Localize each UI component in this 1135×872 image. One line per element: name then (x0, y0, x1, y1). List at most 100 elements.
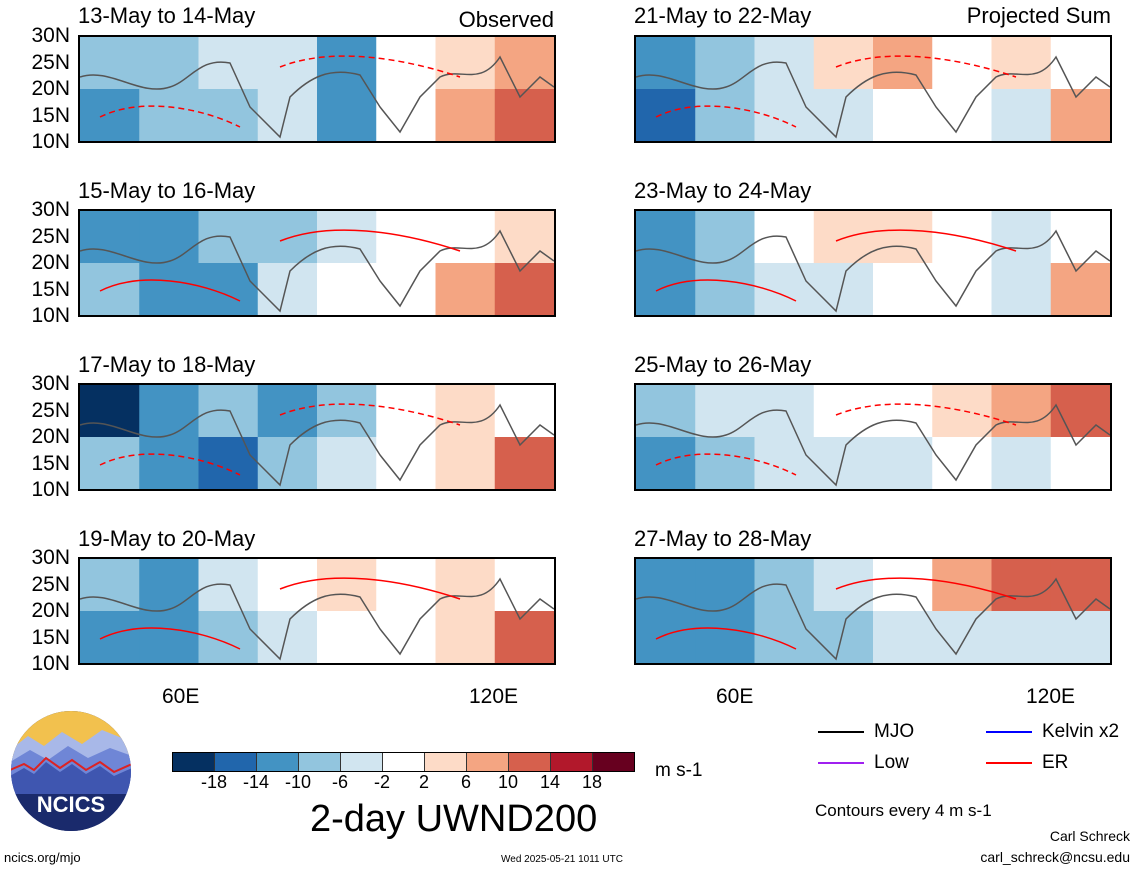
shading-cell (873, 211, 934, 264)
shading-cell (932, 559, 993, 612)
shading-cell (494, 263, 554, 315)
shading-cell (932, 611, 993, 663)
shading-cell (873, 385, 934, 438)
er-contour (655, 403, 1017, 476)
shading-cell (991, 559, 1052, 612)
er-contour (99, 403, 461, 476)
shading-cell (494, 385, 554, 438)
shading-cell (991, 385, 1052, 438)
shading-cell (139, 385, 200, 438)
lat-label: 15N (31, 451, 70, 475)
uwnd-field (80, 211, 554, 315)
shading-cell (873, 559, 934, 612)
colorbar-tick-label: 18 (581, 772, 603, 792)
shading-cell (80, 211, 141, 264)
observed-header: Observed (458, 7, 554, 32)
map-panel-projected-4 (634, 557, 1112, 665)
map-panel-observed-3 (78, 383, 556, 491)
shading-cell (813, 437, 874, 489)
shading-cell (494, 611, 554, 663)
lat-label: 15N (31, 625, 70, 649)
shading-cell (376, 611, 437, 663)
shading-cell (317, 89, 378, 141)
shading-cell (813, 263, 874, 315)
shading-cell (139, 437, 200, 489)
lat-label: 25N (31, 572, 70, 596)
shading-cell (1050, 211, 1110, 264)
lat-label: 30N (31, 24, 70, 47)
lat-label: 20N (31, 599, 70, 622)
shading-cell (257, 37, 318, 90)
shading-cell (317, 385, 378, 438)
colorbar-swatch (341, 753, 383, 771)
legend-item-low: Low (818, 753, 909, 772)
shading-cell (317, 437, 378, 489)
shading-cell (695, 263, 756, 315)
shading-cell (695, 611, 756, 663)
shading-cell (813, 611, 874, 663)
panel-title: 17-May to 18-May (78, 352, 256, 377)
shading-cell (139, 89, 200, 141)
shading-cell (873, 437, 934, 489)
shading-cell (80, 89, 141, 141)
uwnd-field (80, 37, 554, 141)
shading-cell (376, 437, 437, 489)
shading-cell (991, 37, 1052, 90)
map-panel-observed-2 (78, 209, 556, 317)
shading-cell (1050, 37, 1110, 90)
lat-label: 15N (31, 103, 70, 127)
lat-label: 25N (31, 50, 70, 74)
shading-cell (80, 559, 141, 612)
coastline (636, 403, 1110, 487)
shading-cell (636, 611, 697, 663)
shading-cell (435, 211, 496, 264)
colorbar-tick-label: -14 (242, 772, 270, 792)
legend-label-er: ER (1042, 752, 1069, 773)
shading-cell (139, 611, 200, 663)
author-email: carl_schreck@ncsu.edu (980, 849, 1130, 865)
shading-cell (494, 89, 554, 141)
shading-cell (932, 211, 993, 264)
lat-label: 10N (31, 652, 70, 675)
timestamp: Wed 2025-05-21 1011 UTC (501, 854, 623, 865)
shading-cell (435, 89, 496, 141)
shading-cell (257, 263, 318, 315)
er-contour (655, 577, 1017, 650)
legend-label-mjo: MJO (874, 721, 915, 742)
shading-cell (873, 263, 934, 315)
colorbar-tick-label: 14 (539, 772, 561, 792)
colorbar-tick-label: -10 (284, 772, 312, 792)
panel-title: 27-May to 28-May (634, 526, 812, 551)
logo-text: NCICS (37, 792, 105, 817)
legend-line-low (818, 761, 864, 764)
shading-cell (636, 89, 697, 141)
plot-title: 2-day UWND200 (310, 798, 598, 840)
shading-cell (695, 559, 756, 612)
shading-cell (991, 611, 1052, 663)
colorbar-swatch (509, 753, 551, 771)
shading-cell (695, 385, 756, 438)
shading-cell (317, 263, 378, 315)
uwnd-field (636, 385, 1110, 489)
shading-cell (317, 211, 378, 264)
lon-label-120e-left: 120E (469, 685, 519, 708)
uwnd-field (636, 37, 1110, 141)
coastline (80, 403, 554, 487)
shading-cell (435, 385, 496, 438)
shading-cell (80, 263, 141, 315)
colorbar-tick-label: 6 (460, 772, 472, 792)
shading-cell (494, 211, 554, 264)
lat-label: 10N (31, 478, 70, 501)
shading-cell (494, 437, 554, 489)
shading-cell (873, 611, 934, 663)
colorbar-tick-label: -6 (331, 772, 349, 792)
coastline (636, 229, 1110, 313)
shading-cell (932, 89, 993, 141)
legend-item-kelvin: Kelvin x2 (986, 722, 1119, 741)
shading-cell (695, 437, 756, 489)
shading-cell (695, 37, 756, 90)
shading-cell (80, 611, 141, 663)
shading-cell (1050, 559, 1110, 612)
shading-cell (991, 89, 1052, 141)
shading-cell (991, 263, 1052, 315)
